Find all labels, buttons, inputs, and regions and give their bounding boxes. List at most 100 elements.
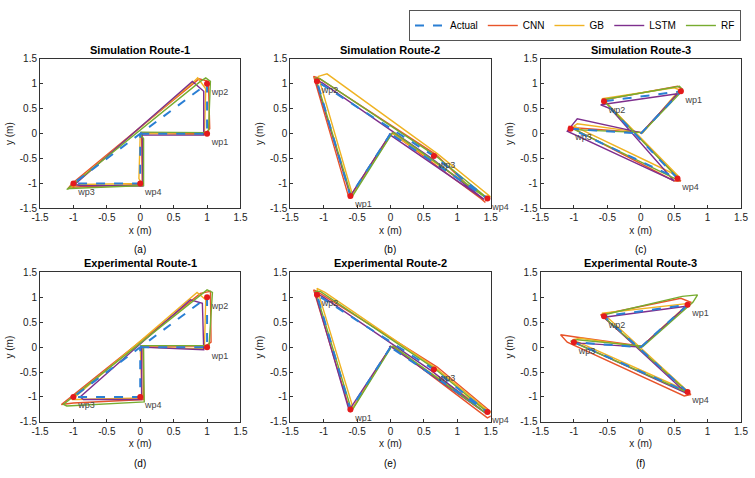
svg-text:0: 0: [532, 128, 538, 139]
svg-text:Experimental Route-2: Experimental Route-2: [334, 257, 447, 269]
svg-text:0: 0: [137, 426, 143, 437]
svg-text:wp2: wp2: [608, 320, 626, 330]
svg-text:-1: -1: [28, 178, 37, 189]
svg-text:1: 1: [282, 292, 288, 303]
svg-text:-1: -1: [278, 178, 287, 189]
svg-text:0.5: 0.5: [667, 212, 681, 223]
svg-text:-1.5: -1.5: [20, 203, 38, 214]
svg-text:-1.5: -1.5: [520, 416, 538, 427]
svg-text:x (m): x (m): [379, 438, 402, 449]
svg-text:0.5: 0.5: [167, 212, 181, 223]
svg-text:0.5: 0.5: [23, 103, 37, 114]
svg-text:-1: -1: [569, 212, 578, 223]
svg-text:y (m): y (m): [254, 336, 265, 359]
svg-text:wp1: wp1: [691, 308, 709, 318]
svg-text:1.5: 1.5: [23, 53, 37, 64]
svg-text:0: 0: [31, 342, 37, 353]
svg-text:-1: -1: [529, 178, 538, 189]
svg-text:wp3: wp3: [438, 160, 456, 170]
svg-text:wp3: wp3: [578, 346, 596, 356]
svg-text:wp1: wp1: [211, 351, 229, 361]
svg-text:1.5: 1.5: [484, 426, 498, 437]
svg-text:-1: -1: [529, 391, 538, 402]
svg-text:wp3: wp3: [574, 132, 592, 142]
svg-text:0: 0: [638, 212, 644, 223]
svg-text:0.5: 0.5: [167, 426, 181, 437]
svg-text:-1: -1: [278, 391, 287, 402]
svg-text:wp4: wp4: [491, 202, 509, 212]
svg-text:-0.5: -0.5: [520, 367, 538, 378]
svg-text:-0.5: -0.5: [20, 367, 38, 378]
svg-text:1: 1: [455, 212, 461, 223]
svg-text:0.5: 0.5: [524, 317, 538, 328]
svg-text:wp3: wp3: [438, 373, 456, 383]
svg-text:1: 1: [204, 426, 210, 437]
svg-text:0.5: 0.5: [273, 103, 287, 114]
svg-text:Actual: Actual: [450, 20, 478, 31]
svg-text:-0.5: -0.5: [348, 426, 366, 437]
svg-text:0: 0: [31, 128, 37, 139]
svg-text:(e): (e): [384, 458, 396, 469]
svg-text:wp4: wp4: [144, 187, 162, 197]
svg-text:-1.5: -1.5: [20, 416, 38, 427]
svg-text:-1.5: -1.5: [532, 212, 550, 223]
svg-text:0: 0: [638, 426, 644, 437]
svg-text:-0.5: -0.5: [599, 212, 617, 223]
svg-text:1.5: 1.5: [524, 53, 538, 64]
svg-text:-1: -1: [28, 391, 37, 402]
svg-text:1: 1: [31, 78, 37, 89]
svg-text:1: 1: [455, 426, 461, 437]
svg-text:1.5: 1.5: [524, 267, 538, 278]
svg-text:1.5: 1.5: [234, 212, 248, 223]
svg-text:1: 1: [532, 78, 538, 89]
svg-text:wp2: wp2: [321, 298, 339, 308]
svg-text:x (m): x (m): [129, 225, 152, 236]
svg-text:wp2: wp2: [321, 85, 339, 95]
svg-text:0.5: 0.5: [23, 317, 37, 328]
svg-text:wp3: wp3: [77, 400, 95, 410]
svg-text:y (m): y (m): [254, 122, 265, 145]
svg-text:wp2: wp2: [211, 301, 229, 311]
svg-text:0.5: 0.5: [273, 317, 287, 328]
svg-text:-1: -1: [69, 212, 78, 223]
svg-text:1: 1: [31, 292, 37, 303]
svg-text:-1.5: -1.5: [31, 426, 49, 437]
svg-text:wp2: wp2: [608, 105, 626, 115]
svg-text:wp2: wp2: [211, 87, 229, 97]
svg-text:x (m): x (m): [629, 438, 652, 449]
svg-text:wp4: wp4: [144, 400, 162, 410]
svg-text:1.5: 1.5: [273, 53, 287, 64]
svg-text:Experimental Route-3: Experimental Route-3: [584, 257, 697, 269]
svg-text:Simulation Route-2: Simulation Route-2: [340, 44, 440, 56]
svg-text:0.5: 0.5: [417, 212, 431, 223]
svg-text:(c): (c): [635, 244, 647, 255]
svg-text:wp1: wp1: [354, 199, 372, 209]
svg-text:-1.5: -1.5: [270, 203, 288, 214]
svg-text:-1: -1: [69, 426, 78, 437]
svg-text:(f): (f): [636, 458, 645, 469]
svg-text:0: 0: [282, 128, 288, 139]
svg-text:1: 1: [705, 426, 711, 437]
svg-text:x (m): x (m): [629, 225, 652, 236]
svg-text:-1.5: -1.5: [532, 426, 550, 437]
svg-text:1.5: 1.5: [734, 426, 748, 437]
svg-text:-0.5: -0.5: [98, 426, 116, 437]
svg-text:0: 0: [388, 426, 394, 437]
svg-text:-0.5: -0.5: [348, 212, 366, 223]
svg-text:-0.5: -0.5: [20, 153, 38, 164]
svg-text:-1.5: -1.5: [520, 203, 538, 214]
svg-text:wp4: wp4: [681, 182, 699, 192]
svg-text:1.5: 1.5: [484, 212, 498, 223]
svg-text:-1: -1: [569, 426, 578, 437]
svg-text:-0.5: -0.5: [520, 153, 538, 164]
svg-text:1.5: 1.5: [234, 426, 248, 437]
svg-text:-0.5: -0.5: [270, 367, 288, 378]
svg-text:wp3: wp3: [77, 187, 95, 197]
svg-text:-0.5: -0.5: [599, 426, 617, 437]
svg-text:1: 1: [204, 212, 210, 223]
svg-text:-1: -1: [319, 426, 328, 437]
svg-text:0: 0: [137, 212, 143, 223]
svg-text:0.5: 0.5: [524, 103, 538, 114]
svg-text:GB: GB: [589, 20, 604, 31]
svg-text:0: 0: [532, 342, 538, 353]
